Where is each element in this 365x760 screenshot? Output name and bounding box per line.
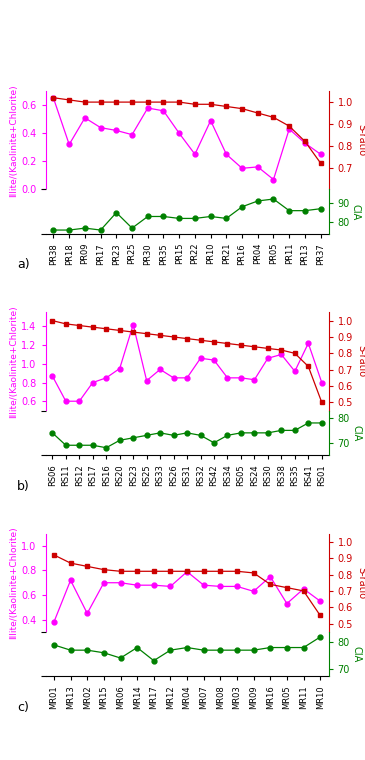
- Y-axis label: Illite/(Kaolinite+Chlorite): Illite/(Kaolinite+Chlorite): [9, 306, 19, 418]
- Y-axis label: S-ratio: S-ratio: [357, 346, 365, 378]
- Y-axis label: CIA: CIA: [351, 646, 361, 662]
- Y-axis label: S-ratio: S-ratio: [357, 567, 365, 599]
- Text: b): b): [17, 480, 30, 492]
- Y-axis label: Illite/(Kaolinite+Chlorite): Illite/(Kaolinite+Chlorite): [9, 527, 19, 639]
- Text: a): a): [17, 258, 30, 271]
- Y-axis label: CIA: CIA: [351, 204, 361, 220]
- Y-axis label: Illite/(Kaolinite+Chlorite): Illite/(Kaolinite+Chlorite): [9, 84, 19, 197]
- Y-axis label: S-ratio: S-ratio: [357, 124, 365, 157]
- Text: c): c): [17, 701, 29, 714]
- Y-axis label: CIA: CIA: [351, 425, 361, 441]
